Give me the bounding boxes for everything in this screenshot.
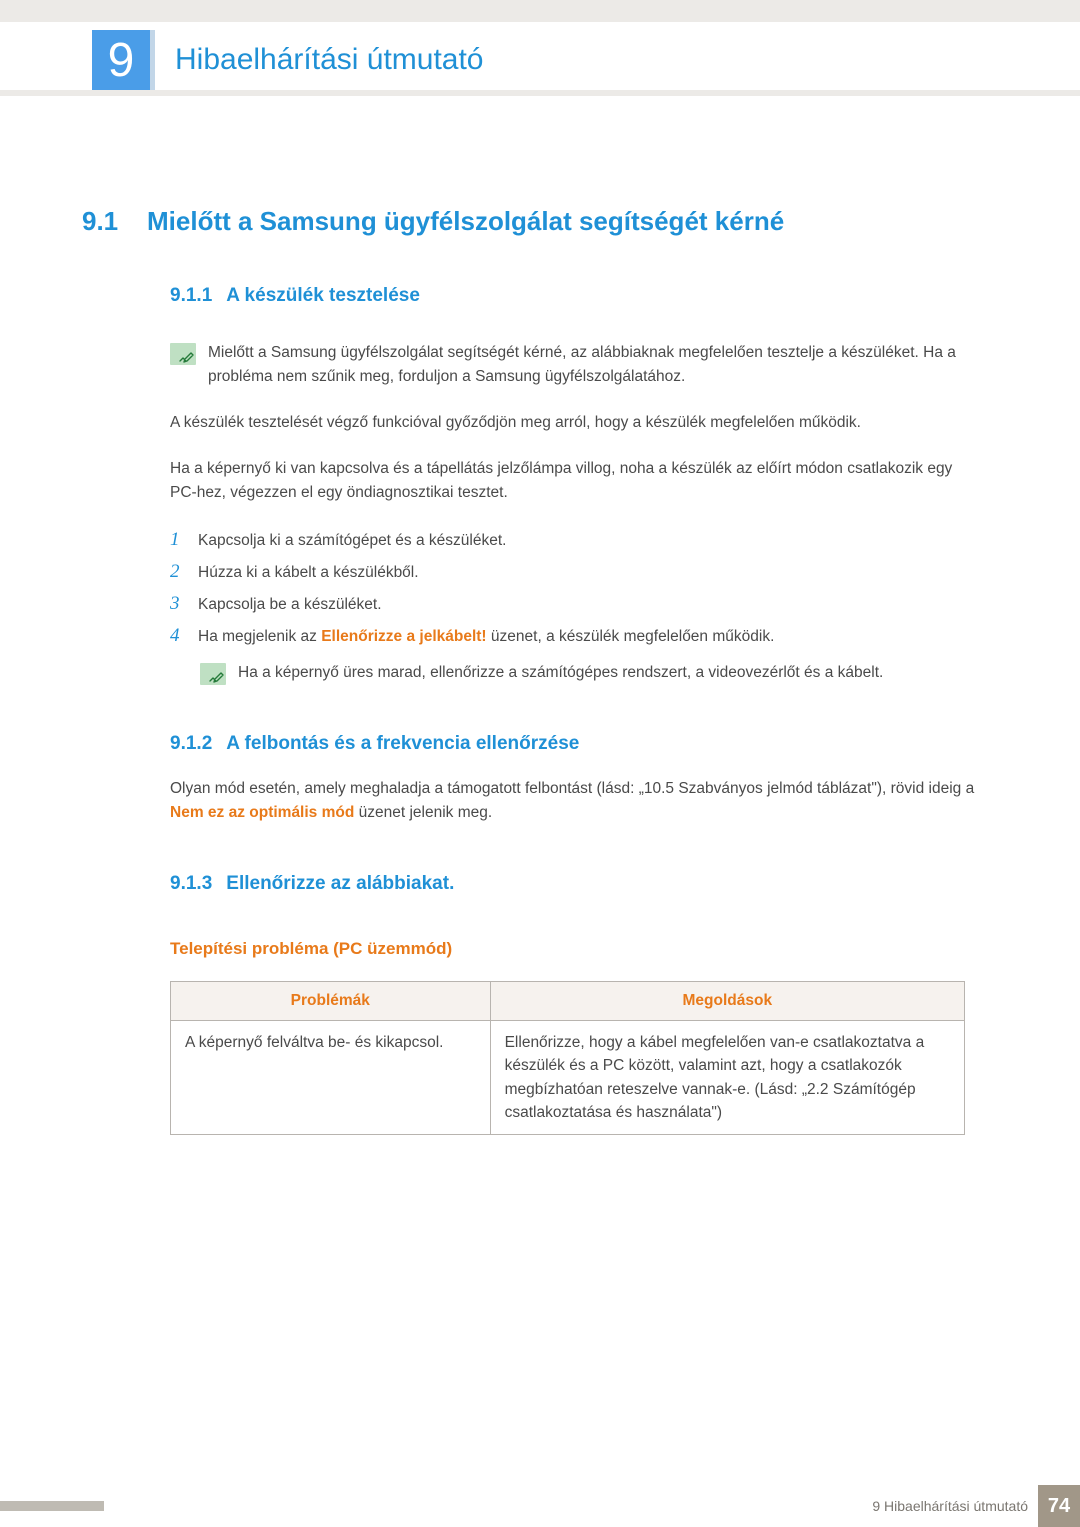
step-number: 3: [170, 593, 198, 615]
para3-pre: Olyan mód esetén, amely meghaladja a tám…: [170, 780, 974, 797]
subsection-number: 9.1.3: [170, 873, 212, 894]
subsection-title: A készülék tesztelése: [226, 285, 420, 306]
step-text: Kapcsolja ki a számítógépet és a készülé…: [198, 532, 506, 550]
step4-post: üzenet, a készülék megfelelően működik.: [487, 628, 775, 645]
step4-pre: Ha megjelenik az: [198, 628, 321, 645]
table-header-row: Problémák Megoldások: [171, 982, 965, 1021]
content-area: 9.1 Mielőtt a Samsung ügyfélszolgálat se…: [0, 206, 1080, 1135]
chapter-box-accent: [150, 30, 155, 90]
footer-page-number: 74: [1038, 1485, 1080, 1527]
step-2: 2 Húzza ki a kábelt a készülékből.: [170, 561, 980, 583]
step-text: Ha megjelenik az Ellenőrizze a jelkábelt…: [198, 628, 774, 646]
subsection-number: 9.1.1: [170, 285, 212, 306]
section-number: 9.1: [82, 206, 147, 237]
step-4: 4 Ha megjelenik az Ellenőrizze a jelkábe…: [170, 625, 980, 647]
step4-bold: Ellenőrizze a jelkábelt!: [321, 628, 486, 645]
note-text-1: Mielőtt a Samsung ügyfélszolgálat segíts…: [208, 341, 980, 389]
subsection-9-1-3: 9.1.3 Ellenőrizze az alábbiakat.: [170, 873, 980, 895]
footer-chapter-label: 9 Hibaelhárítási útmutató: [872, 1498, 1028, 1514]
td-solution: Ellenőrizze, hogy a kábel megfelelően va…: [490, 1021, 964, 1135]
step-text: Húzza ki a kábelt a készülékből.: [198, 564, 419, 582]
subheading-install-problem: Telepítési probléma (PC üzemmód): [170, 939, 980, 959]
paragraph-3: Olyan mód esetén, amely meghaladja a tám…: [170, 777, 980, 825]
para3-bold: Nem ez az optimális mód: [170, 804, 354, 821]
top-grey-bar: [0, 0, 1080, 22]
section-heading-9-1: 9.1 Mielőtt a Samsung ügyfélszolgálat se…: [82, 206, 980, 237]
section-title: Mielőtt a Samsung ügyfélszolgálat segíts…: [147, 206, 784, 237]
subsection-number: 9.1.2: [170, 733, 212, 754]
numbered-steps: 1 Kapcsolja ki a számítógépet és a készü…: [170, 529, 980, 647]
problems-table: Problémák Megoldások A képernyő felváltv…: [170, 981, 965, 1135]
paragraph-1: A készülék tesztelését végző funkcióval …: [170, 411, 980, 435]
note-icon: [200, 663, 226, 685]
chapter-underline: [0, 90, 1080, 96]
footer-left-bar: [0, 1501, 104, 1511]
note-block-2: Ha a képernyő üres marad, ellenőrizze a …: [200, 661, 980, 685]
para3-post: üzenet jelenik meg.: [354, 804, 492, 821]
chapter-number-box: 9: [92, 30, 150, 90]
chapter-title: Hibaelhárítási útmutató: [175, 43, 484, 77]
step-number: 2: [170, 561, 198, 583]
chapter-header: 9 Hibaelhárítási útmutató: [0, 30, 1080, 90]
th-solutions: Megoldások: [490, 982, 964, 1021]
step-1: 1 Kapcsolja ki a számítógépet és a készü…: [170, 529, 980, 551]
td-problem: A képernyő felváltva be- és kikapcsol.: [171, 1021, 491, 1135]
subsection-title: Ellenőrizze az alábbiakat.: [226, 873, 454, 894]
note-icon: [170, 343, 196, 365]
page: 9 Hibaelhárítási útmutató 9.1 Mielőtt a …: [0, 0, 1080, 1527]
th-problems: Problémák: [171, 982, 491, 1021]
chapter-number: 9: [108, 33, 135, 88]
subsection-title: A felbontás és a frekvencia ellenőrzése: [226, 733, 579, 754]
step-number: 4: [170, 625, 198, 647]
step-3: 3 Kapcsolja be a készüléket.: [170, 593, 980, 615]
note-text-2: Ha a képernyő üres marad, ellenőrizze a …: [238, 661, 883, 685]
table-row: A képernyő felváltva be- és kikapcsol. E…: [171, 1021, 965, 1135]
subsection-9-1-1: 9.1.1 A készülék tesztelése: [170, 285, 980, 307]
subsection-9-1-2: 9.1.2 A felbontás és a frekvencia ellenőr…: [170, 733, 980, 755]
footer: 9 Hibaelhárítási útmutató 74: [0, 1485, 1080, 1527]
step-text: Kapcsolja be a készüléket.: [198, 596, 382, 614]
paragraph-2: Ha a képernyő ki van kapcsolva és a tápe…: [170, 457, 980, 505]
note-block-1: Mielőtt a Samsung ügyfélszolgálat segíts…: [170, 341, 980, 389]
step-number: 1: [170, 529, 198, 551]
